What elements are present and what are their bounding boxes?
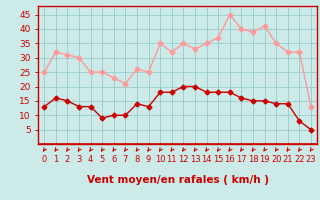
X-axis label: Vent moyen/en rafales ( km/h ): Vent moyen/en rafales ( km/h ) [87,175,268,185]
